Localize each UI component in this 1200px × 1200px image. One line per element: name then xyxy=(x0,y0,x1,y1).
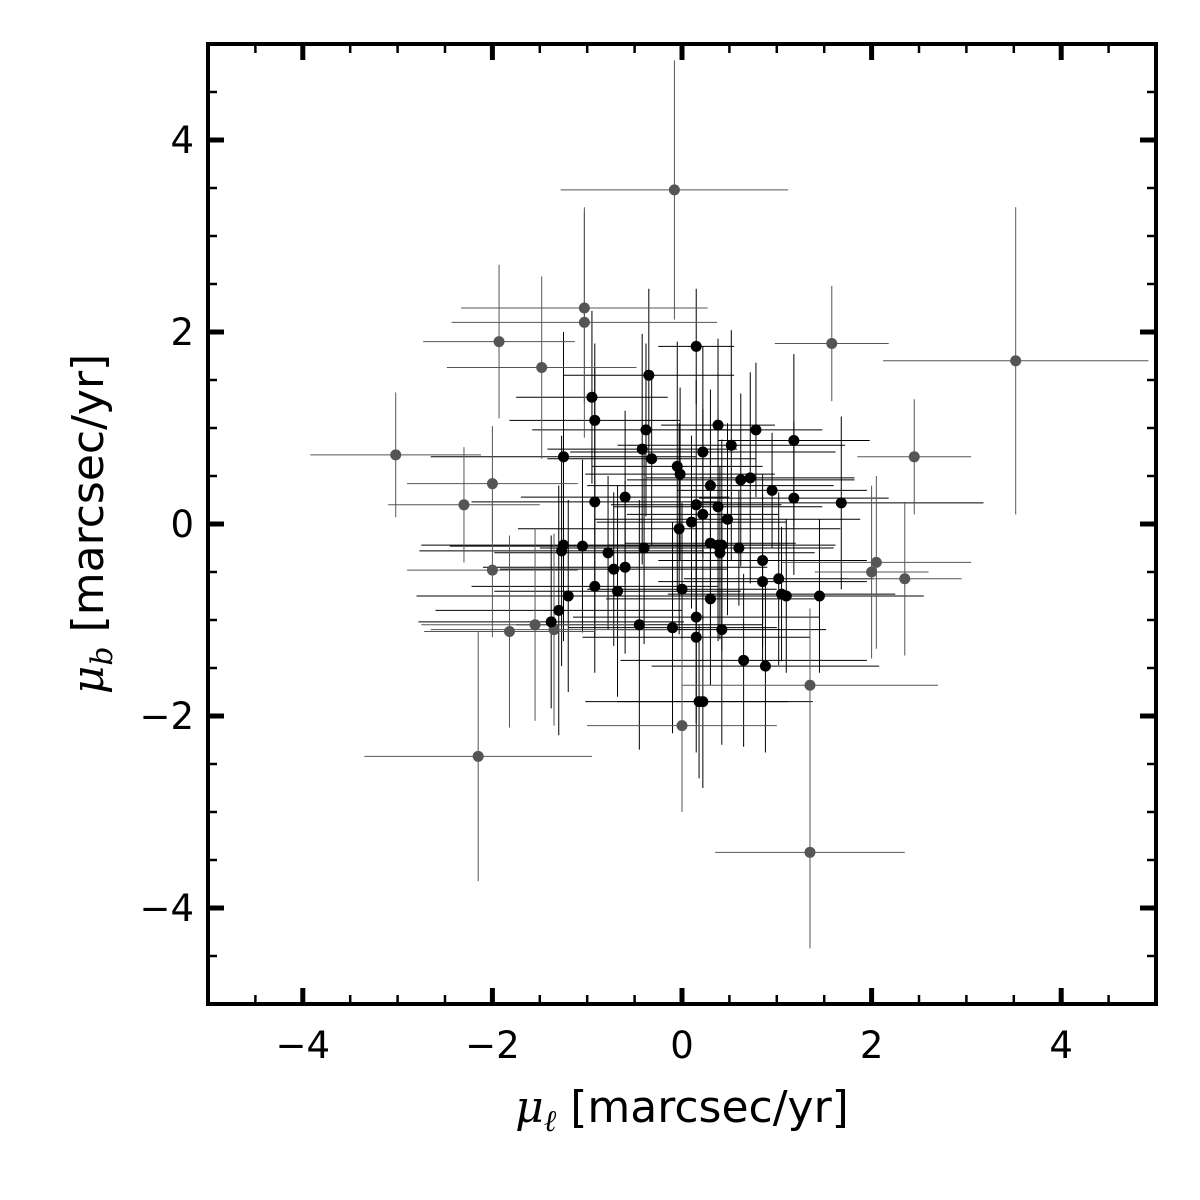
data-point xyxy=(697,508,709,520)
data-point xyxy=(714,547,726,559)
data-point xyxy=(586,391,598,403)
data-point xyxy=(788,492,800,504)
data-point xyxy=(1010,355,1022,367)
data-point xyxy=(704,593,716,605)
data-point xyxy=(835,497,847,509)
data-point xyxy=(458,499,470,511)
data-point xyxy=(908,451,920,463)
data-point xyxy=(493,336,505,348)
data-point xyxy=(576,540,588,552)
data-point xyxy=(866,566,878,578)
data-point xyxy=(589,496,601,508)
data-point xyxy=(608,563,620,575)
x-tick-labels: −4 −2 0 2 4 xyxy=(276,1024,1073,1067)
y-axis-label: μb [marcsec/yr] xyxy=(63,354,120,694)
data-point xyxy=(690,340,702,352)
data-point xyxy=(667,622,679,634)
data-point xyxy=(676,583,688,595)
data-point xyxy=(636,443,648,455)
data-point xyxy=(735,474,747,486)
data-point xyxy=(826,338,838,350)
data-point xyxy=(619,561,631,573)
data-point xyxy=(486,478,498,490)
data-point xyxy=(788,434,800,446)
data-point xyxy=(704,480,716,492)
data-point xyxy=(556,545,568,557)
data-point xyxy=(562,590,574,602)
data-point xyxy=(638,542,650,554)
data-point xyxy=(589,414,601,426)
data-point xyxy=(690,631,702,643)
data-point xyxy=(899,573,911,585)
x-tick-label: −4 xyxy=(276,1024,331,1067)
data-point xyxy=(738,654,750,666)
data-point xyxy=(529,619,541,631)
data-point xyxy=(503,626,515,638)
data-point xyxy=(486,564,498,576)
data-point xyxy=(553,604,565,616)
x-axis-label: μℓ [marcsec/yr] xyxy=(515,1082,849,1139)
data-point xyxy=(676,720,688,732)
data-point xyxy=(619,491,631,503)
data-point xyxy=(674,468,686,480)
data-point xyxy=(685,516,697,528)
data-point xyxy=(813,590,825,602)
x-tick-label: 2 xyxy=(860,1024,884,1067)
data-point xyxy=(716,624,728,636)
data-point xyxy=(536,362,548,374)
data-point xyxy=(697,696,709,708)
y-tick-label: 2 xyxy=(170,311,194,354)
y-tick-label: −2 xyxy=(139,695,194,738)
data-point xyxy=(773,573,785,585)
data-point xyxy=(640,424,652,436)
data-point xyxy=(804,679,816,691)
data-point xyxy=(673,523,685,535)
data-point xyxy=(712,419,724,431)
data-point xyxy=(612,585,624,597)
data-point xyxy=(472,750,484,762)
data-point xyxy=(757,554,769,566)
data-point xyxy=(690,499,702,511)
data-point xyxy=(757,576,769,588)
data-point xyxy=(646,453,658,465)
data-point xyxy=(690,611,702,623)
x-tick-label: −2 xyxy=(465,1024,520,1067)
data-point xyxy=(725,439,737,451)
data-point xyxy=(668,184,680,196)
x-tick-label: 0 xyxy=(670,1024,694,1067)
data-point xyxy=(633,619,645,631)
data-point xyxy=(750,424,762,436)
data-point xyxy=(733,542,745,554)
x-tick-label: 4 xyxy=(1049,1024,1073,1067)
data-point xyxy=(390,449,402,461)
data-point xyxy=(578,316,590,328)
data-point xyxy=(578,302,590,314)
data-point xyxy=(697,446,709,458)
y-tick-labels: −4 −2 0 2 4 xyxy=(139,119,194,930)
data-point xyxy=(712,501,724,513)
data-point xyxy=(759,660,771,672)
data-point xyxy=(870,556,882,568)
data-point xyxy=(602,547,614,559)
data-point xyxy=(643,369,655,381)
data-point xyxy=(722,513,734,525)
plot-frame xyxy=(206,42,1158,1006)
data-point xyxy=(545,616,557,628)
y-tick-label: 4 xyxy=(170,119,194,162)
data-points xyxy=(390,184,1022,858)
data-point xyxy=(558,451,569,463)
y-tick-label: −4 xyxy=(139,887,194,930)
data-point xyxy=(589,580,601,592)
data-point xyxy=(766,484,778,496)
data-point xyxy=(744,472,756,484)
data-point xyxy=(780,590,792,602)
y-tick-label: 0 xyxy=(170,503,194,546)
data-point xyxy=(804,846,816,858)
